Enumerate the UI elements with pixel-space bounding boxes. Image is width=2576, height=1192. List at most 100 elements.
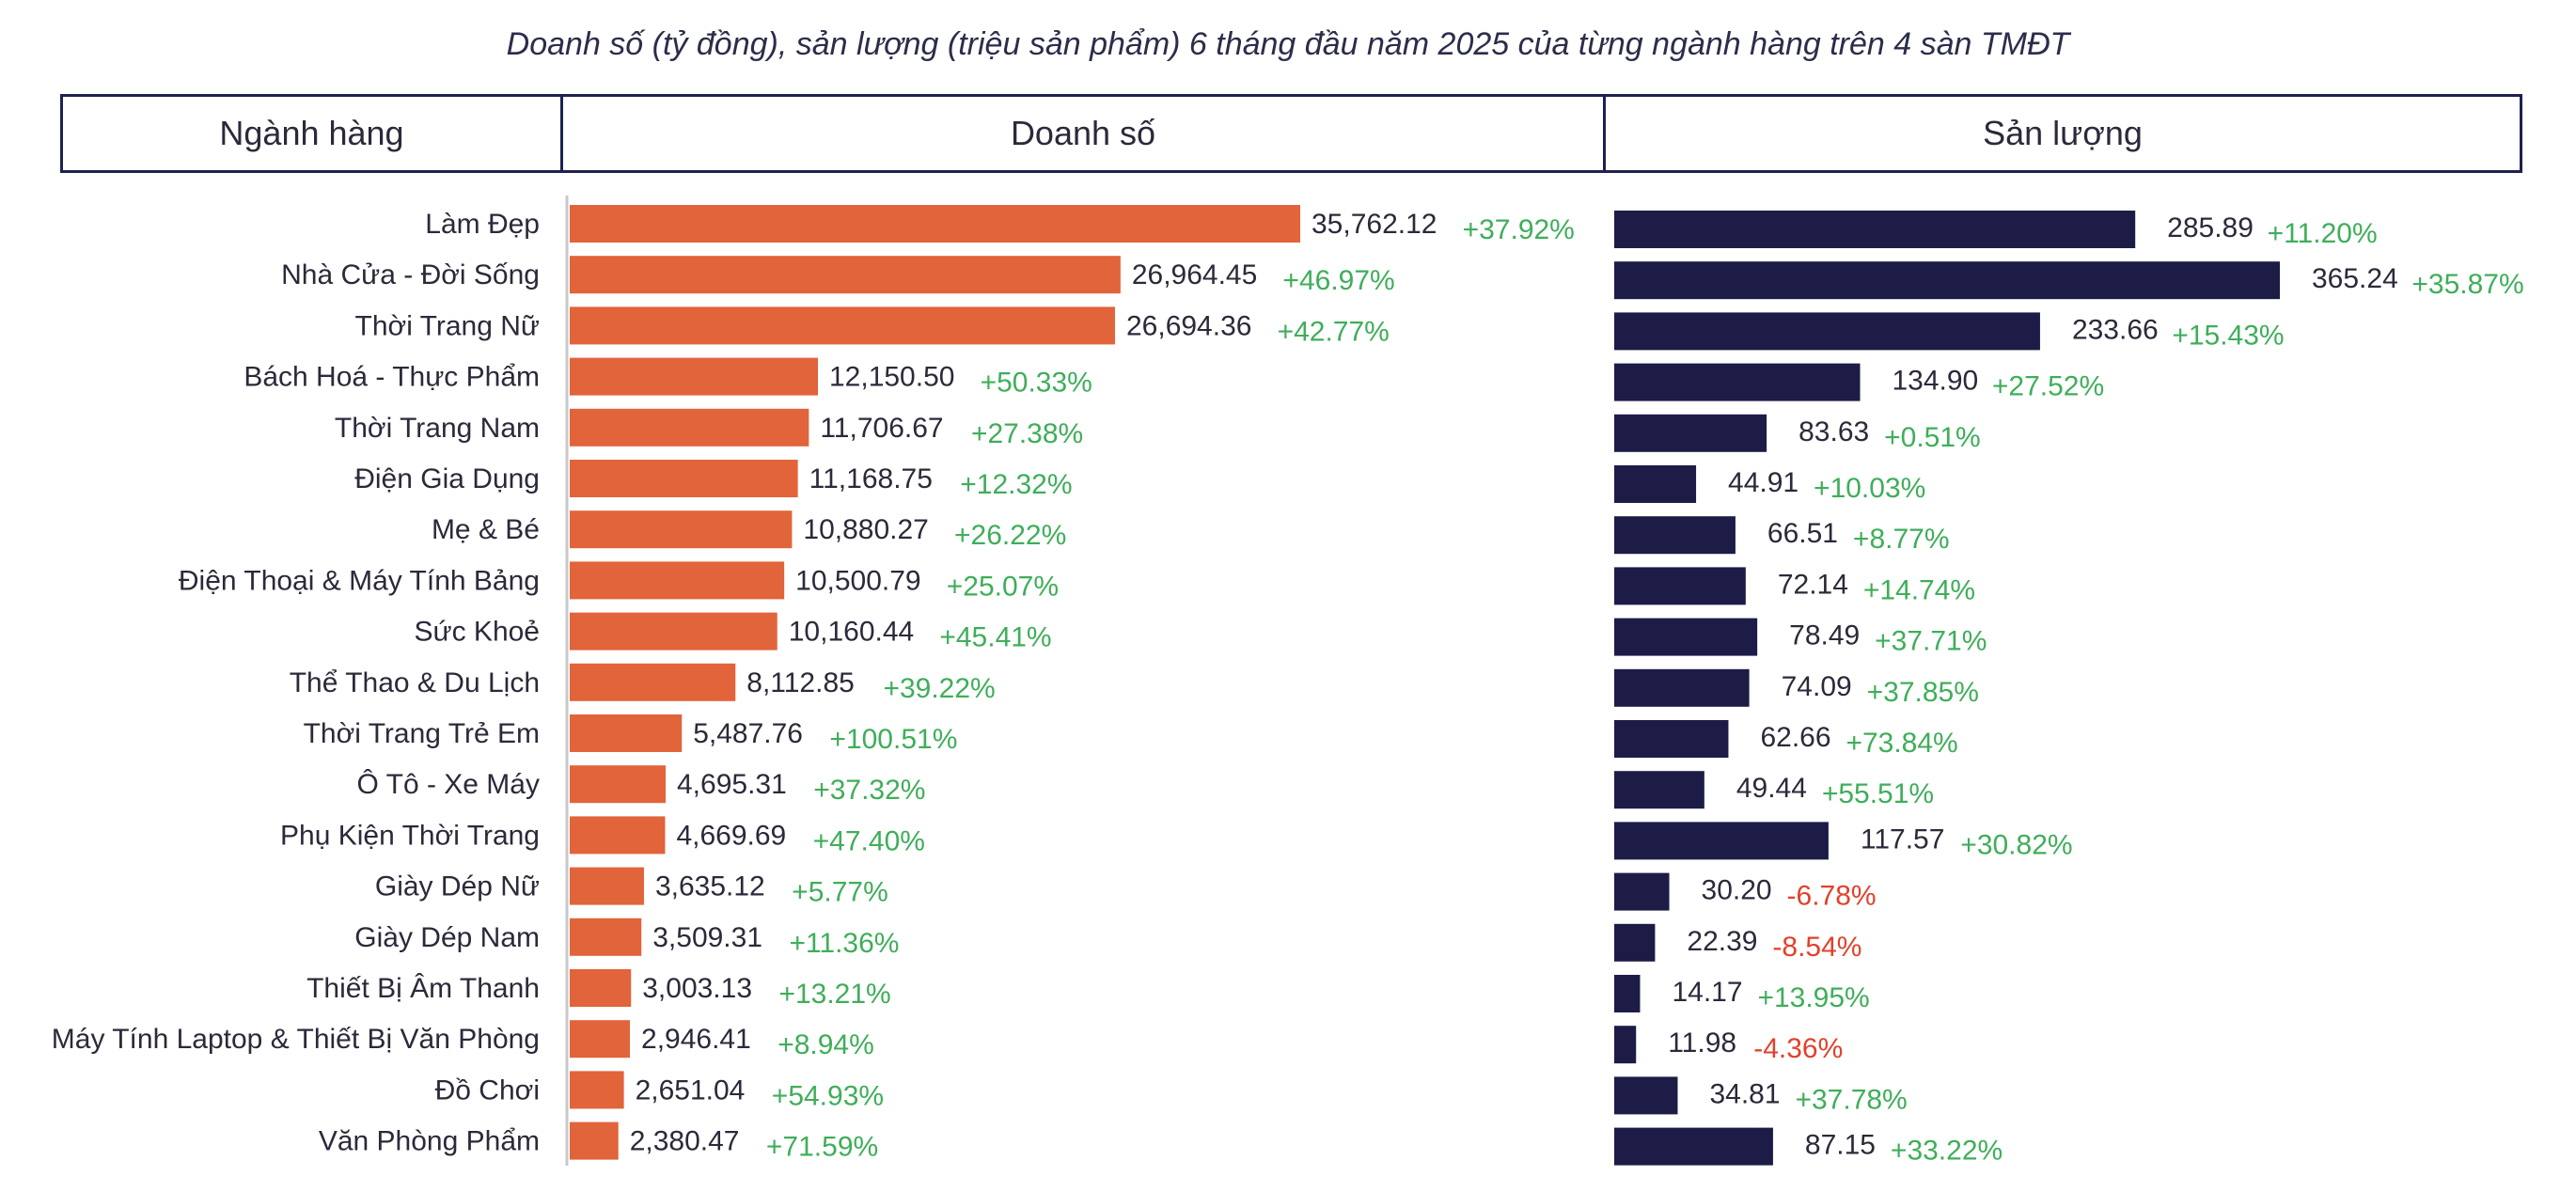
volume-bar [1614,1026,1637,1064]
category-label: Thời Trang Nữ [355,310,540,341]
revenue-bar [570,306,1115,345]
revenue-growth-label: +8.94% [778,1029,874,1060]
revenue-value-label: 3,635.12 [655,871,765,902]
volume-bar [1614,211,2136,248]
volume-value-label: 34.81 [1709,1078,1780,1109]
category-label: Bách Hoá - Thực Phẩm [243,362,540,393]
volume-bar [1614,312,2040,351]
volume-growth-label: +15.43% [2172,320,2284,351]
revenue-growth-label: +27.38% [971,418,1083,449]
volume-bar [1614,363,1861,401]
revenue-bar [570,1121,619,1160]
revenue-value-label: 4,669.69 [676,820,786,851]
revenue-growth-label: +25.07% [947,571,1059,602]
category-label: Máy Tính Laptop & Thiết Bị Văn Phòng [52,1024,540,1055]
revenue-growth-label: +37.32% [813,775,925,806]
volume-bar [1614,771,1704,809]
volume-growth-label: +11.20% [2268,218,2378,249]
volume-value-label: 233.66 [2072,314,2159,345]
volume-value-label: 66.51 [1767,518,1838,549]
volume-bar [1614,872,1670,911]
revenue-bar [570,460,798,497]
volume-growth-label: -6.78% [1787,881,1877,912]
volume-growth-label: +13.95% [1757,982,1869,1013]
revenue-bar [570,765,667,804]
volume-bar [1614,1076,1678,1115]
volume-bar [1614,465,1697,503]
revenue-value-label: 35,762.12 [1312,209,1437,240]
chart-title: Doanh số (tỷ đồng), sản lượng (triệu sản… [506,26,2070,62]
revenue-value-label: 11,706.67 [820,413,943,444]
revenue-growth-label: +42.77% [1278,316,1390,347]
header-volume: Sản lượng [1603,94,2522,173]
revenue-bar [570,714,683,752]
revenue-growth-label: +11.36% [789,928,899,959]
volume-value-label: 134.90 [1892,366,1978,397]
revenue-bar [570,918,642,956]
category-label: Làm Đẹp [425,209,540,240]
category-label: Điện Gia Dụng [354,463,540,494]
category-label: Đồ Chơi [435,1074,540,1106]
category-label: Văn Phòng Phẩm [319,1126,540,1157]
revenue-value-label: 2,651.04 [636,1074,746,1106]
revenue-growth-label: +13.21% [778,979,890,1010]
revenue-bar [570,1071,624,1109]
category-label: Phụ Kiện Thời Trang [280,820,540,851]
volume-bar [1614,923,1656,962]
category-label: Mẹ & Bé [432,514,540,545]
category-label: Giày Dép Nữ [375,871,540,902]
category-label: Giày Dép Nam [354,922,540,953]
revenue-value-label: 2,380.47 [630,1126,740,1157]
volume-growth-label: -8.54% [1772,932,1861,963]
volume-growth-label: +35.87% [2411,269,2523,300]
category-label: Điện Thoại & Máy Tính Bảng [179,565,540,596]
revenue-value-label: 8,112.85 [746,667,855,698]
volume-growth-label: +37.71% [1875,626,1987,657]
volume-growth-label: +8.77% [1853,524,1950,555]
header-category: Ngành hàng [60,94,563,173]
revenue-value-label: 10,160.44 [789,617,914,648]
volume-value-label: 44.91 [1728,467,1798,498]
revenue-growth-label: +100.51% [829,724,957,755]
revenue-value-label: 2,946.41 [641,1024,751,1055]
revenue-value-label: 26,694.36 [1126,310,1251,341]
revenue-growth-label: +46.97% [1282,265,1394,296]
revenue-bar [570,969,632,1007]
category-label: Thể Thao & Du Lịch [290,667,540,698]
volume-value-label: 87.15 [1805,1130,1876,1161]
revenue-value-label: 4,695.31 [677,769,787,800]
volume-growth-label: +33.22% [1891,1136,2003,1167]
volume-growth-label: +37.85% [1867,677,1979,708]
revenue-growth-label: +71.59% [766,1132,878,1163]
revenue-growth-label: +37.92% [1463,214,1575,245]
revenue-value-label: 3,003.13 [642,973,752,1004]
revenue-value-label: 5,487.76 [693,718,803,749]
volume-growth-label: +27.52% [1992,371,2104,402]
revenue-bar [570,1020,631,1059]
volume-value-label: 22.39 [1687,926,1757,957]
volume-bar [1614,567,1746,605]
volume-bar [1614,975,1641,1012]
volume-growth-label: +37.78% [1795,1084,1907,1115]
volume-value-label: 83.63 [1798,416,1869,447]
header-revenue: Doanh số [560,94,1606,173]
revenue-value-label: 10,880.27 [803,514,928,545]
revenue-growth-label: +54.93% [772,1080,884,1111]
volume-bar [1614,1127,1773,1166]
volume-bar [1614,668,1750,707]
revenue-growth-label: +12.32% [960,469,1072,500]
volume-growth-label: +73.84% [1846,728,1957,759]
volume-growth-label: -4.36% [1753,1033,1843,1064]
volume-growth-label: +30.82% [1960,829,2072,860]
revenue-value-label: 3,509.31 [652,922,762,953]
revenue-growth-label: +5.77% [792,877,888,908]
revenue-bar [570,357,818,396]
volume-value-label: 285.89 [2167,212,2254,243]
volume-value-label: 117.57 [1861,823,1945,855]
revenue-bar [570,816,666,855]
revenue-bar [570,510,793,549]
volume-bar [1614,720,1729,758]
volume-growth-label: +0.51% [1884,422,1981,453]
volume-bar [1614,618,1758,656]
